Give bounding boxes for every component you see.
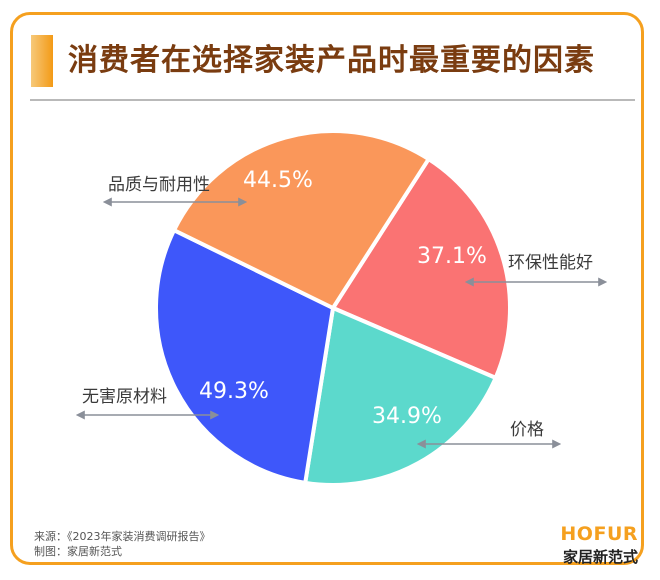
label-material: 无害原材料 bbox=[82, 387, 167, 407]
title-divider bbox=[30, 99, 635, 101]
chart-title: 消费者在选择家装产品时最重要的因素 bbox=[68, 43, 595, 78]
brand-logo-cn: 家居新范式 bbox=[562, 548, 638, 566]
source-note: 来源：《2023年家装消费调研报告》 bbox=[34, 530, 211, 543]
label-eco: 环保性能好 bbox=[508, 253, 593, 273]
slice-material bbox=[154, 228, 335, 485]
brand-logo-en: HOFUR bbox=[560, 523, 638, 545]
label-quality: 品质与耐用性 bbox=[108, 175, 210, 195]
title-accent-bar bbox=[31, 35, 53, 87]
pct-eco: 37.1% bbox=[417, 244, 487, 269]
slice-eco bbox=[331, 157, 512, 380]
pct-quality: 44.5% bbox=[243, 168, 313, 193]
label-price: 价格 bbox=[510, 420, 544, 440]
pct-price: 34.9% bbox=[372, 404, 442, 429]
made-by-note: 制图：家居新范式 bbox=[34, 545, 122, 558]
pct-material: 49.3% bbox=[199, 379, 269, 404]
